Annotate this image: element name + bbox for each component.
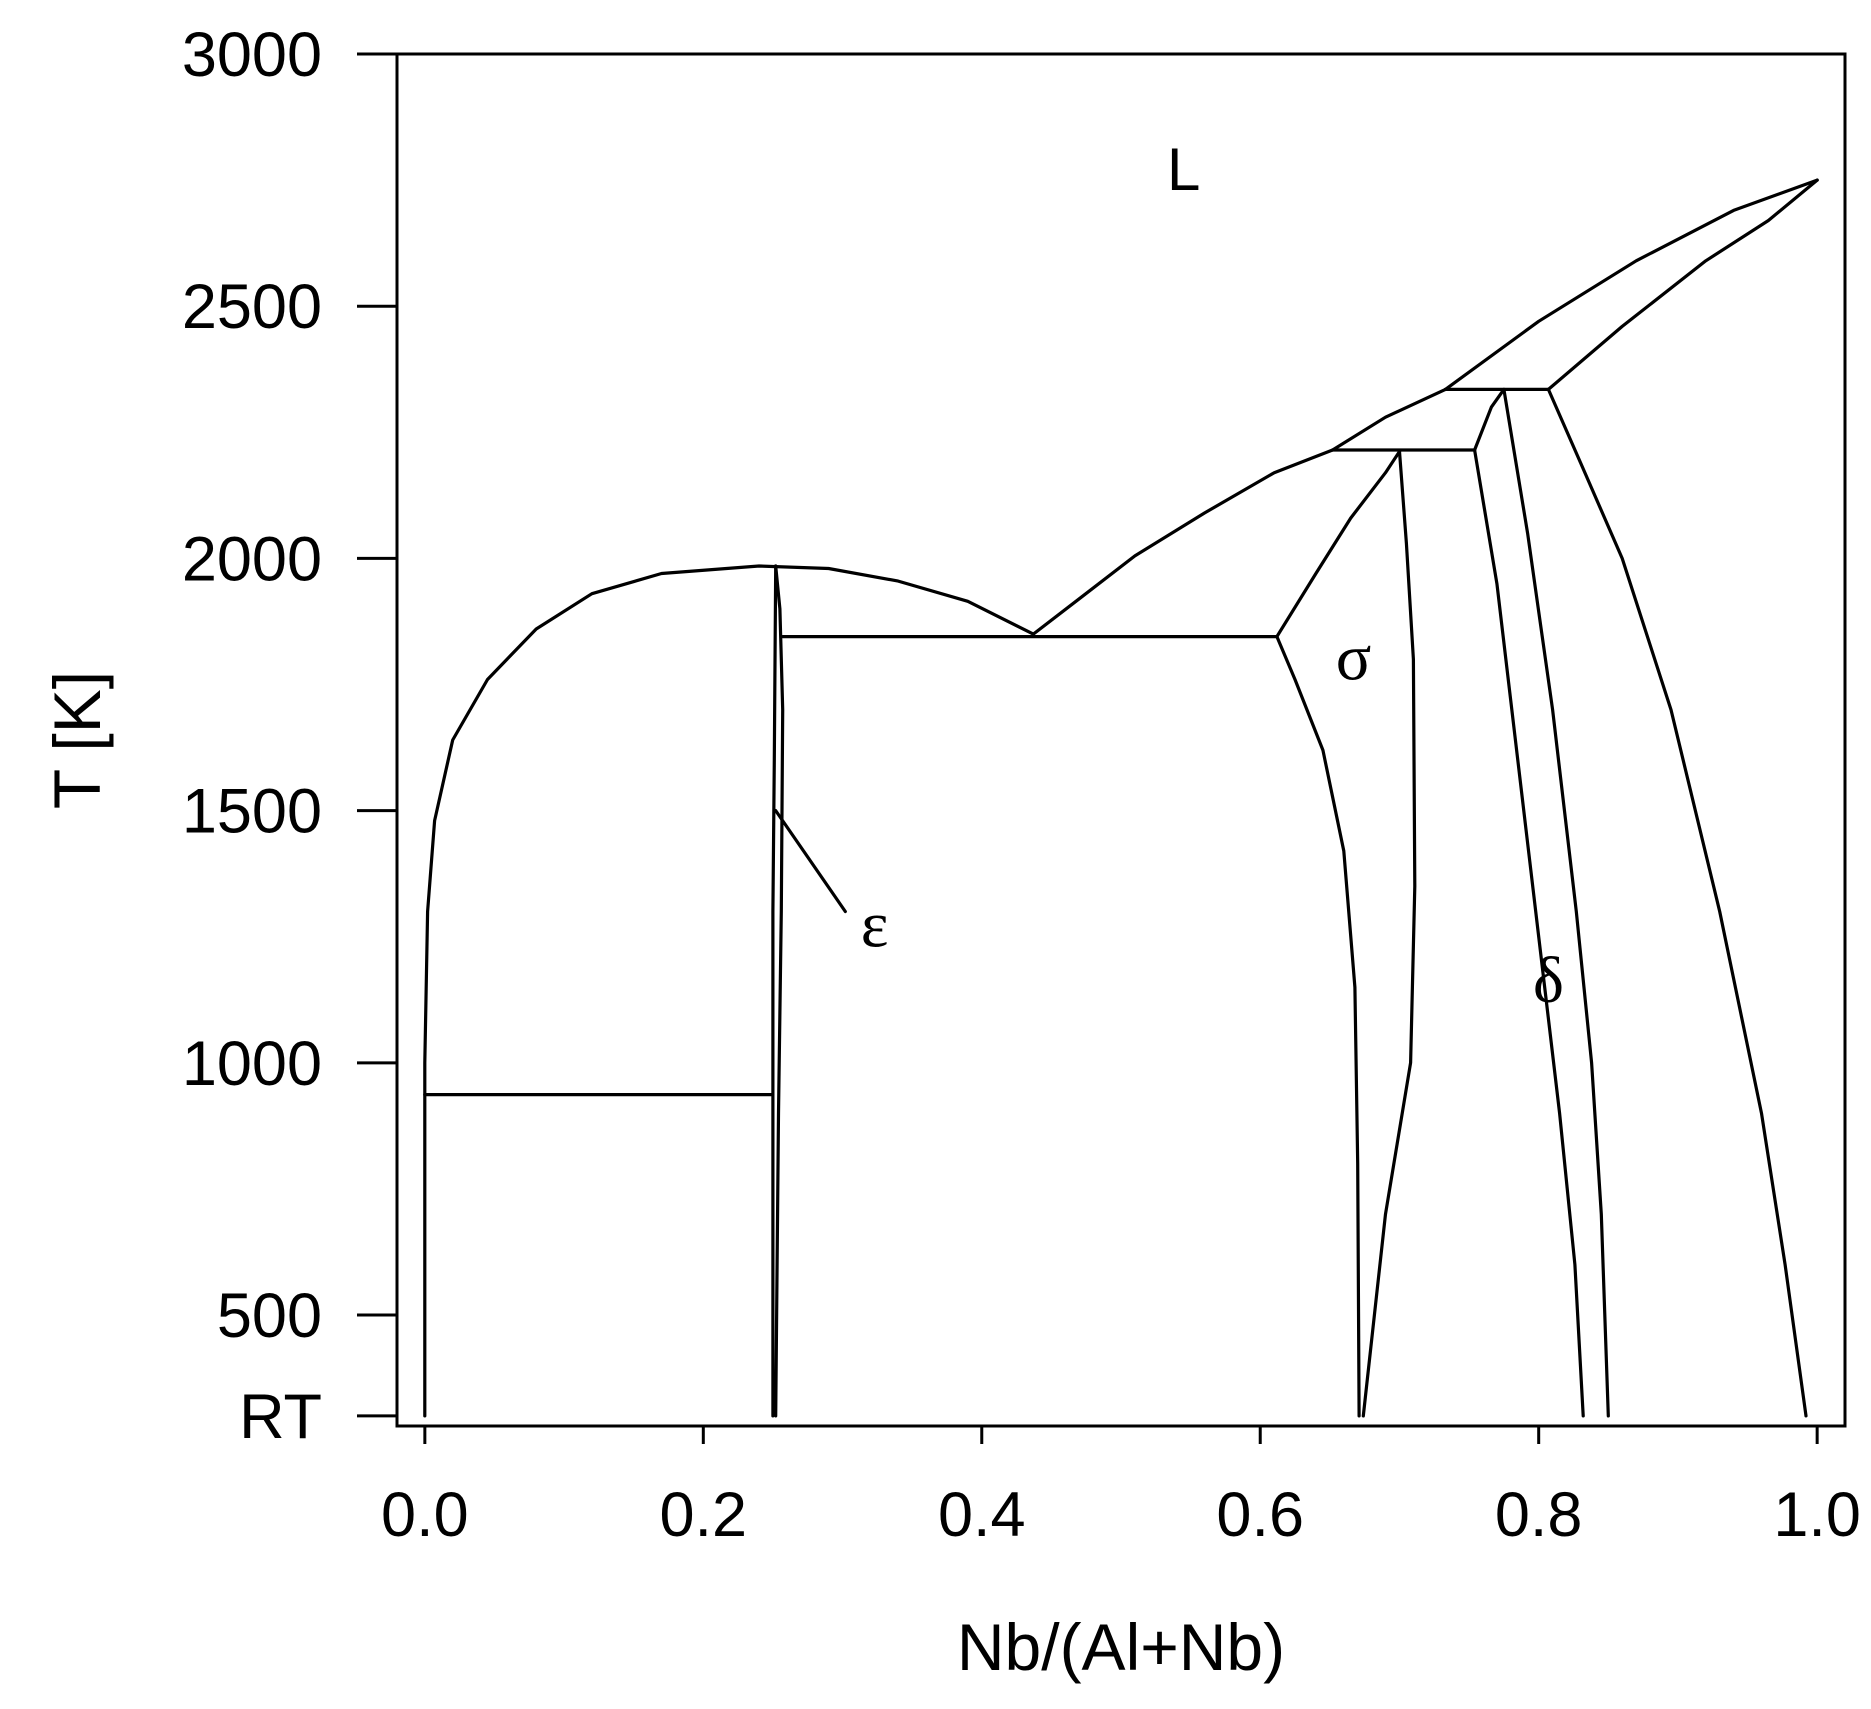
phase-boundary-11 bbox=[1361, 449, 1417, 1418]
phase-boundary-3 bbox=[1330, 387, 1448, 452]
x-tick-label-3: 0.6 bbox=[1216, 1480, 1304, 1550]
phase-label-3: ε bbox=[861, 889, 889, 962]
x-axis: 0.0 0.2 0.4 0.6 0.8 1.0 bbox=[381, 1426, 1861, 1550]
phase-boundary-5 bbox=[1546, 178, 1819, 391]
phase-boundary-13 bbox=[1472, 387, 1506, 452]
x-tick-label-1: 0.2 bbox=[660, 1480, 748, 1550]
phase-label-2: σ bbox=[1336, 621, 1372, 694]
phase-boundary-17 bbox=[1546, 387, 1808, 1418]
y-tick-label-1: 2500 bbox=[182, 272, 322, 342]
y-tick-label-4: 1000 bbox=[182, 1029, 322, 1099]
x-tick-label-5: 1.0 bbox=[1773, 1480, 1861, 1550]
y-tick-label-5: 500 bbox=[217, 1281, 322, 1351]
y-tick-label-6: RT bbox=[239, 1382, 322, 1452]
phase-boundary-2 bbox=[1031, 448, 1335, 636]
phase-boundary-4 bbox=[1443, 178, 1819, 391]
phase-boundary-6 bbox=[771, 564, 778, 1418]
phase-boundary-9 bbox=[1275, 634, 1361, 1418]
y-tick-label-2: 2000 bbox=[182, 524, 322, 594]
phase-label-1: L bbox=[1167, 136, 1200, 203]
x-tick-label-0: 0.0 bbox=[381, 1480, 469, 1550]
phase-label-4: δ bbox=[1533, 944, 1564, 1017]
x-axis-title: Nb/(Al+Nb) bbox=[957, 1610, 1285, 1684]
y-tick-label-0: 3000 bbox=[182, 20, 322, 90]
phase-boundary-15 bbox=[1502, 387, 1610, 1418]
phase-boundary-19 bbox=[774, 808, 847, 914]
phase-labels: Lσ ε δ bbox=[861, 136, 1564, 1017]
phase-boundaries bbox=[423, 178, 1819, 1418]
phase-boundary-14 bbox=[1472, 448, 1585, 1418]
y-tick-label-3: 1500 bbox=[182, 777, 322, 847]
y-axis: 3000 2500 2000 1500 1000 500 RT bbox=[182, 20, 397, 1452]
phase-boundary-7 bbox=[774, 564, 785, 1418]
y-axis-title: T [K] bbox=[40, 671, 114, 809]
phase-boundary-1 bbox=[423, 564, 1035, 1418]
x-tick-label-4: 0.8 bbox=[1495, 1480, 1583, 1550]
phase-boundary-10 bbox=[1275, 449, 1402, 639]
plot-frame bbox=[395, 52, 1847, 1428]
x-tick-label-2: 0.4 bbox=[938, 1480, 1026, 1550]
